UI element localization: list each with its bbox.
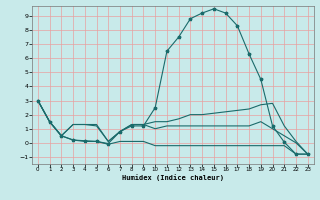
X-axis label: Humidex (Indice chaleur): Humidex (Indice chaleur) (122, 174, 224, 181)
